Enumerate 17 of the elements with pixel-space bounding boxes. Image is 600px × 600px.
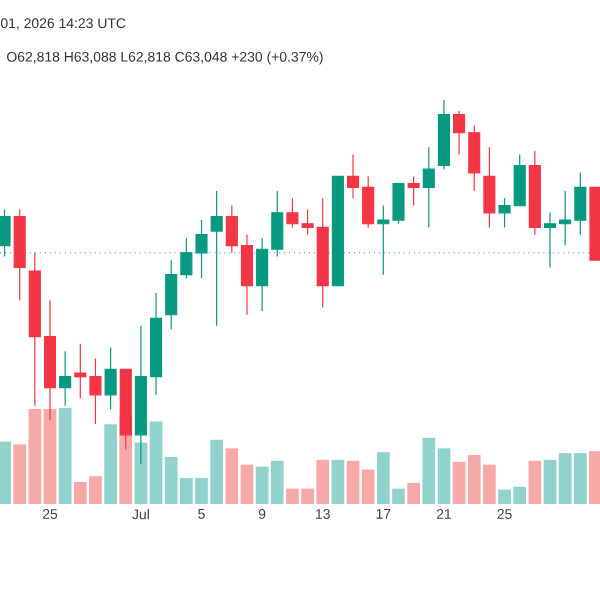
candlestick <box>104 346 117 410</box>
bar <box>528 460 542 504</box>
candlestick <box>59 350 72 407</box>
bar <box>104 424 117 504</box>
candlestick <box>13 208 26 301</box>
candlestick <box>528 150 541 236</box>
bar <box>58 408 72 504</box>
bar <box>589 451 600 504</box>
candlestick <box>407 175 420 207</box>
candlestick <box>210 190 223 327</box>
bar <box>331 459 345 504</box>
bar <box>407 482 420 504</box>
candlestick <box>422 146 435 228</box>
candlestick <box>437 99 450 170</box>
candlestick <box>589 186 600 261</box>
candlestick <box>483 146 496 228</box>
bar <box>0 441 11 504</box>
